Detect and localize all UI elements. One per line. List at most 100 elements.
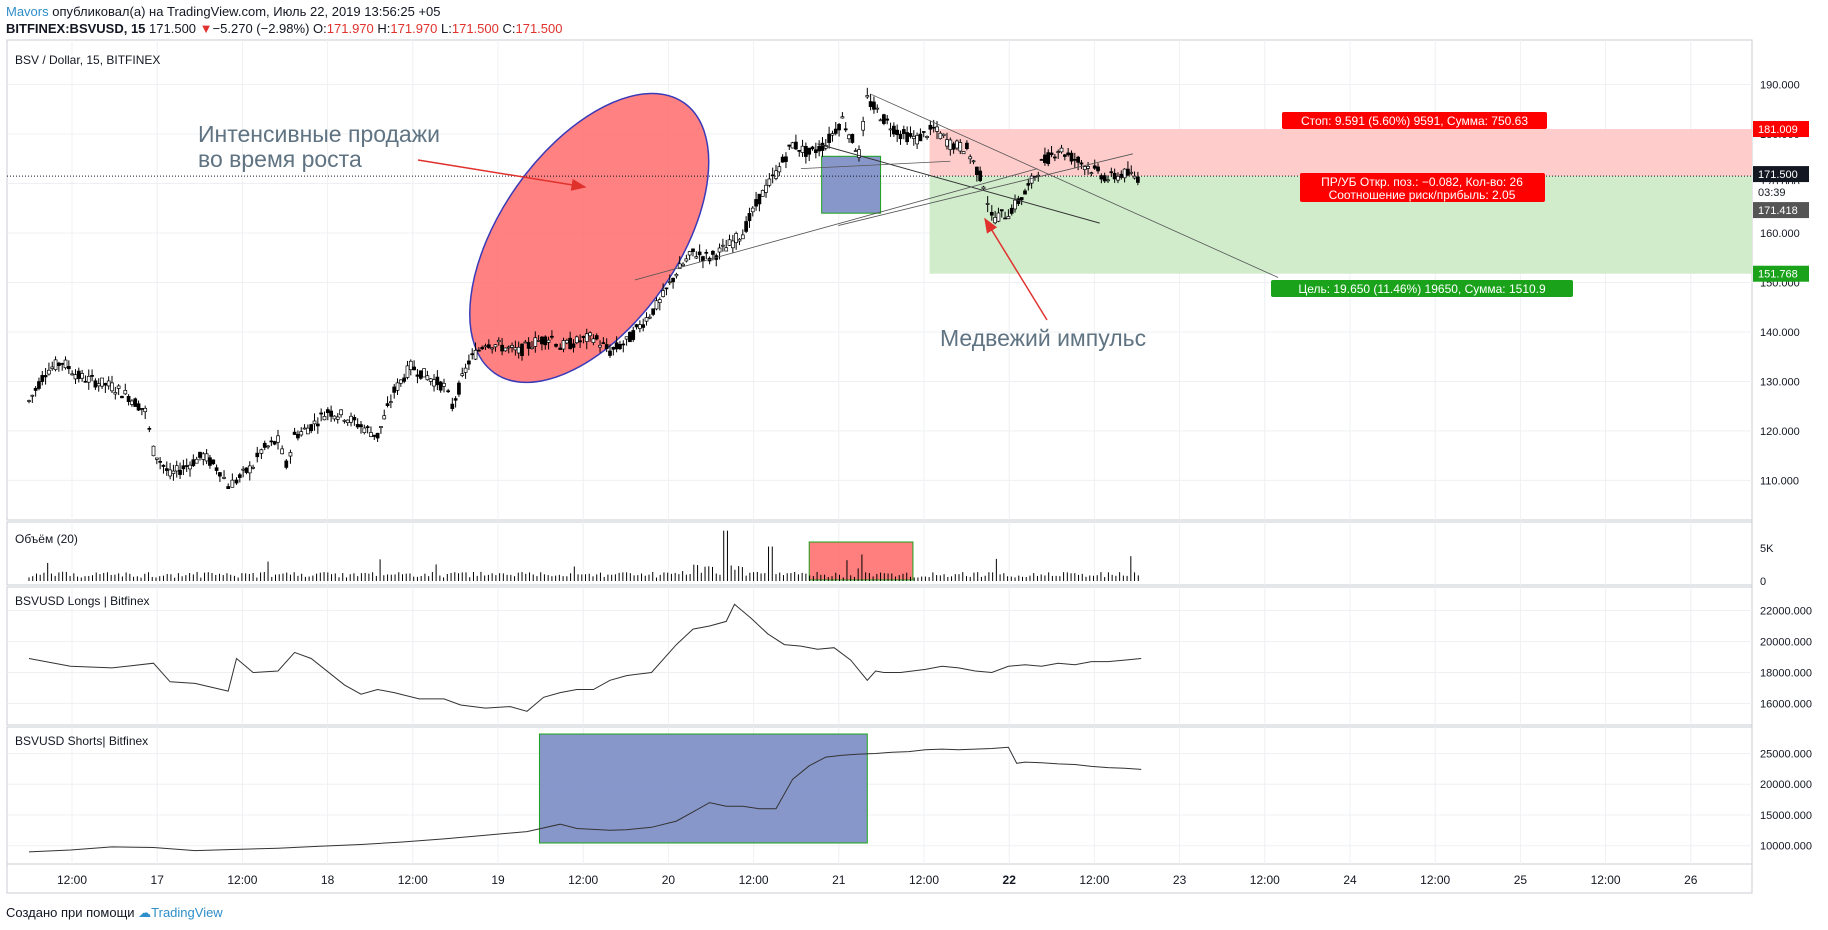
- candle-body: [591, 338, 596, 343]
- target-label: Цель: 19.650 (11.46%) 19650, Сумма: 1510…: [1298, 282, 1546, 296]
- candle-body: [352, 417, 357, 421]
- candle-body: [335, 416, 340, 420]
- down-arrow-icon: ▼: [199, 21, 213, 36]
- candle-body: [687, 251, 692, 256]
- candle-body: [50, 366, 55, 369]
- time-tick-label: 12:00: [227, 873, 257, 887]
- candle-body: [412, 366, 416, 371]
- shorts-highlight-box: [538, 733, 868, 844]
- shorts-tick-label: 20000.000: [1760, 779, 1812, 791]
- candle-body: [813, 149, 818, 154]
- candle-body: [379, 426, 383, 428]
- longs-pane-title: BSVUSD Longs | Bitfinex: [15, 594, 150, 608]
- trendline-upper: [871, 94, 1279, 278]
- time-tick-label: 12:00: [909, 873, 939, 887]
- candle-body: [526, 342, 531, 349]
- candle-body: [996, 212, 1001, 222]
- stop-label-bg: [1282, 112, 1547, 129]
- time-tick-label: 12:00: [1420, 873, 1450, 887]
- candle-body: [349, 415, 353, 423]
- candle-body: [201, 453, 206, 460]
- candle-body: [1003, 217, 1007, 220]
- candle-body: [296, 433, 300, 439]
- candle-body: [1013, 199, 1017, 210]
- candle-body: [1023, 190, 1027, 195]
- candle-body: [1086, 166, 1090, 169]
- candle-body: [895, 129, 900, 136]
- candle-body: [861, 121, 866, 131]
- candle-body: [737, 238, 742, 242]
- candle-body: [116, 385, 121, 389]
- candle-body: [1092, 165, 1097, 169]
- pnl-label: ПР/УБ Откр. поз.: −0.082, Кол-во: 26: [1321, 175, 1523, 189]
- candle-body: [284, 460, 289, 468]
- candle-body: [292, 431, 297, 435]
- candle-body: [1129, 171, 1134, 174]
- candle-body: [70, 373, 75, 376]
- candle-body: [422, 368, 426, 378]
- footer: Создано при помощи ☁TradingView: [6, 905, 223, 921]
- candle-body: [981, 186, 986, 190]
- bearish-box: [821, 155, 882, 214]
- candle-body: [634, 324, 639, 328]
- price-pane-title: BSV / Dollar, 15, BITFINEX: [15, 53, 160, 67]
- candle-body: [230, 479, 235, 488]
- candle-body: [395, 382, 400, 391]
- candle-body: [214, 467, 219, 471]
- candle-body: [777, 166, 782, 173]
- candle-body: [757, 193, 762, 205]
- candle-body: [711, 250, 715, 255]
- candle-body: [638, 324, 642, 329]
- candle-body: [614, 342, 619, 350]
- candle-body: [993, 217, 997, 224]
- time-tick-label: 25: [1514, 873, 1528, 887]
- symbol: BITFINEX:BSVUSD, 15: [6, 21, 146, 36]
- candle-body: [1072, 159, 1077, 161]
- candle-body: [83, 380, 88, 383]
- candle-body: [33, 387, 38, 391]
- candle-body: [657, 299, 662, 303]
- time-tick-label: 17: [151, 873, 165, 887]
- candle-body: [154, 457, 159, 460]
- candle-body: [312, 420, 317, 425]
- candle-body: [1109, 171, 1114, 174]
- candle-body: [767, 178, 772, 186]
- candle-body: [536, 340, 541, 342]
- candle-body: [624, 336, 629, 340]
- candle-body: [365, 426, 370, 428]
- longs-line: [28, 603, 1142, 712]
- time-tick-label: 12:00: [57, 873, 87, 887]
- low-label: L:: [441, 21, 452, 36]
- candle-body: [985, 203, 990, 205]
- candle-body: [244, 467, 249, 473]
- candle-body: [86, 375, 91, 383]
- candle-body: [588, 332, 592, 337]
- candle-body: [486, 344, 491, 348]
- countdown-label: 03:39: [1758, 187, 1786, 199]
- candle-body: [790, 142, 795, 149]
- target-label-bg: [1271, 280, 1573, 297]
- last-price: 171.500: [149, 21, 197, 36]
- candle-body: [418, 370, 423, 379]
- candle-body: [93, 380, 98, 388]
- time-tick-label: 12:00: [1250, 873, 1280, 887]
- candle-body: [701, 256, 705, 262]
- candle-body: [631, 330, 636, 340]
- price-tick-label: 110.000: [1760, 475, 1799, 487]
- candle-body: [1019, 197, 1024, 201]
- candle-body: [760, 190, 765, 197]
- candle-body: [218, 472, 222, 477]
- candle-body: [516, 346, 521, 354]
- bid-price-label: 171.418: [1758, 205, 1798, 217]
- candle-body: [958, 142, 963, 152]
- tradingview-link[interactable]: TradingView: [151, 905, 223, 920]
- candle-body: [807, 147, 812, 155]
- candle-body: [73, 374, 78, 380]
- candle-body: [1079, 162, 1084, 165]
- candle-body: [787, 144, 792, 147]
- candle-body: [730, 240, 735, 249]
- author-link[interactable]: Mavors: [6, 4, 49, 19]
- arrow-selling-icon: [417, 159, 587, 191]
- candle-body: [628, 331, 632, 343]
